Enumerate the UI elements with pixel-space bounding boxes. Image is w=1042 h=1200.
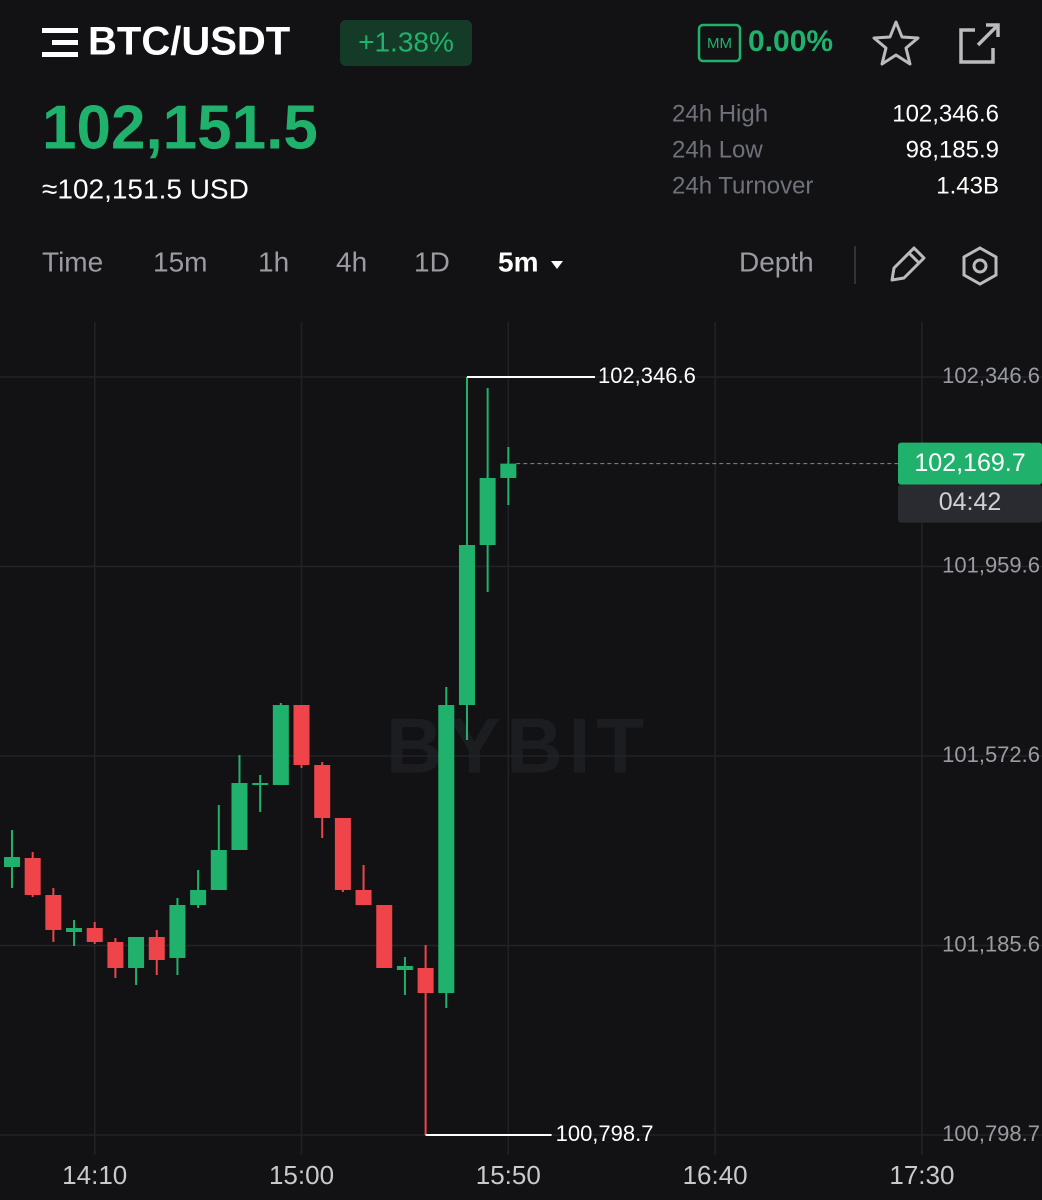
- interval-tab[interactable]: 1D: [414, 246, 450, 277]
- interval-tab[interactable]: 4h: [336, 246, 367, 277]
- candle-body: [500, 463, 517, 478]
- change: +1.38%: [358, 26, 454, 57]
- y-tick-label: 101,959.6: [942, 552, 1040, 577]
- stat-label: 24h Turnover: [672, 172, 813, 199]
- stats: 24h High 102,346.6 24h Low 98,185.9 24h Turn…: [672, 100, 999, 199]
- interval-tab[interactable]: 1h: [258, 246, 289, 277]
- share-arrow: [976, 23, 1000, 47]
- menu-icon[interactable]: [42, 28, 78, 57]
- candle-body: [231, 783, 248, 851]
- favorite-icon[interactable]: [872, 20, 920, 66]
- depth-tab[interactable]: Depth: [739, 246, 814, 277]
- x-tick-label: 15:00: [269, 1160, 334, 1190]
- last-price-box: [898, 442, 1042, 485]
- dropdown-arrow: [551, 261, 563, 269]
- countdown-box: [898, 484, 1042, 523]
- candle-body: [334, 817, 351, 890]
- candle-body: [293, 705, 310, 765]
- last-price: 102,151.5: [42, 93, 318, 162]
- candle-body: [107, 941, 124, 968]
- mm-rate: 0.00%: [748, 25, 833, 58]
- candle-body: [24, 857, 41, 896]
- candle-body: [128, 936, 145, 968]
- stat-value: 1.43B: [936, 172, 999, 199]
- candle-body: [438, 705, 455, 994]
- candle-body: [45, 895, 62, 930]
- y-tick-label: 101,572.6: [942, 742, 1040, 767]
- mm-badge: MM: [707, 35, 732, 52]
- candle-body: [169, 905, 186, 958]
- mm-box: [697, 23, 742, 63]
- interval-tab[interactable]: Time: [42, 246, 103, 277]
- selected-interval[interactable]: 5m: [498, 246, 538, 277]
- x-tick-label: 17:30: [889, 1160, 954, 1190]
- candle-body: [314, 764, 331, 818]
- chart: BYBIT 14:10 15:00 15:50 16:40 17:30 100,798.7 1…: [0, 322, 1042, 1190]
- x-tick-label: 15:50: [476, 1160, 541, 1190]
- low-marker-label: 100,798.7: [556, 1121, 654, 1146]
- change-badge: [340, 20, 472, 66]
- x-tick-label: 16:40: [683, 1160, 748, 1190]
- candle-body: [272, 705, 289, 785]
- candle-body: [190, 889, 207, 906]
- hexagon-center: [972, 258, 988, 274]
- share-box: [959, 28, 995, 64]
- countdown: 04:42: [939, 488, 1002, 516]
- candle-body: [396, 965, 413, 970]
- interval-tab[interactable]: 15m: [153, 246, 207, 277]
- candle-body: [458, 545, 475, 706]
- y-tick-label: 101,185.6: [942, 931, 1040, 956]
- pencil: [890, 246, 926, 282]
- settings-icon[interactable]: [962, 246, 998, 286]
- candle-body: [355, 889, 372, 906]
- x-tick-label: 14:10: [62, 1160, 127, 1190]
- watermark: BYBIT: [386, 702, 650, 790]
- usd-price: ≈102,151.5 USD: [42, 173, 249, 204]
- candle-body: [148, 936, 165, 961]
- candle-body: [210, 850, 227, 890]
- stat-label: 24h Low: [672, 136, 763, 163]
- candle-body: [479, 477, 496, 546]
- candle-body: [417, 967, 434, 994]
- last-price-label: 102,169.7: [914, 449, 1025, 477]
- menu-bar: [42, 52, 78, 57]
- share-icon[interactable]: [959, 23, 1000, 64]
- menu-bar: [52, 40, 78, 45]
- candle-body: [86, 928, 103, 942]
- y-tick-label: 100,798.7: [942, 1121, 1040, 1146]
- toolbar: Time 15m 1h 4h 1D 5m: [42, 246, 563, 277]
- candle-body: [4, 857, 20, 868]
- candle-body: [376, 905, 393, 968]
- draw-icon[interactable]: [890, 246, 926, 282]
- stat-value: 102,346.6: [892, 100, 999, 127]
- pair[interactable]: BTC/USDT: [88, 20, 290, 64]
- hexagon: [962, 246, 998, 286]
- y-tick-label: 102,346.6: [942, 363, 1040, 388]
- menu-bar: [42, 28, 78, 33]
- candle-body: [252, 783, 269, 786]
- stat-value: 98,185.9: [906, 136, 999, 163]
- candle-body: [66, 928, 83, 932]
- stat-label: 24h High: [672, 100, 768, 127]
- high-marker-label: 102,346.6: [598, 363, 696, 388]
